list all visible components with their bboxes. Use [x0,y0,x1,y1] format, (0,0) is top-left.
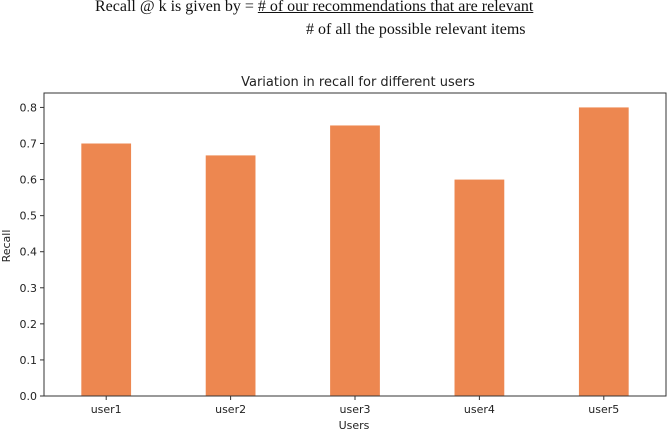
formula-line: Recall @ k is given by = # of our recomm… [95,0,533,16]
y-axis-ticks: 0.0 0.1 0.2 0.3 0.4 0.5 0.6 0.7 0.8 [20,101,44,403]
bar-user4 [454,179,505,396]
y-tick-label: 0.3 [20,282,38,295]
x-tick-label-user4: user4 [464,403,495,416]
y-tick-label: 0.1 [20,354,38,367]
formula-numerator: # of our recommendations that are releva… [257,0,534,15]
y-tick-label: 0.7 [20,138,38,151]
bar-user5 [578,107,629,396]
y-tick-label: 0.2 [20,318,38,331]
x-axis-label: Users [339,419,370,432]
y-axis-label: Recall [0,230,13,263]
bar-user3 [330,125,380,396]
y-tick-label: 0.4 [20,246,38,259]
recall-formula: Recall @ k is given by = # of our recomm… [0,0,671,60]
recall-bar-chart: Variation in recall for different users … [0,75,667,432]
plot-frame [43,92,667,397]
x-axis-ticks: user1 user2 user3 user4 user5 [91,396,619,416]
formula-denominator: # of all the possible relevant items [306,21,526,38]
x-tick-label-user5: user5 [588,403,619,416]
x-tick-label-user2: user2 [215,403,246,416]
y-tick-label: 0.0 [20,390,38,403]
x-tick-label-user1: user1 [91,403,122,416]
bar-user2 [205,155,256,396]
y-tick-label: 0.5 [20,210,38,223]
x-tick-label-user3: user3 [340,403,371,416]
formula-prefix: Recall @ k is given by = [95,0,258,15]
bars-group [81,107,629,396]
y-tick-label: 0.8 [20,101,38,114]
chart-title: Variation in recall for different users [241,75,475,90]
bar-user1 [81,143,132,396]
y-tick-label: 0.6 [20,174,38,187]
